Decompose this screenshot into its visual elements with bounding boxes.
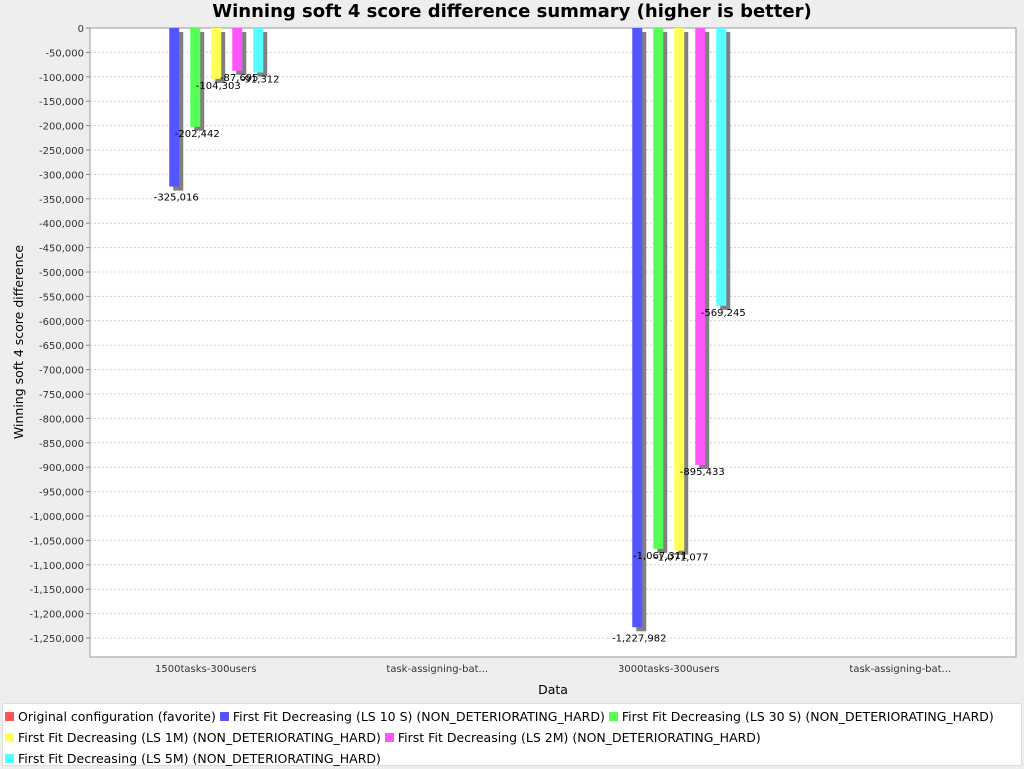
data-label: -1,227,982 bbox=[612, 633, 667, 644]
data-labels: -325,016 -202,442 -104,303-87,695-91,312 -1… bbox=[154, 73, 746, 644]
y-axis-ticks: 0 -50,000 -100,000 -150,000 -200,000 -250,000… bbox=[29, 24, 90, 645]
y-tick-label: -1,150,000 bbox=[29, 585, 84, 596]
legend-row: First Fit Decreasing (LS 5M) (NON_DETERI… bbox=[5, 748, 1019, 769]
y-tick-label: -250,000 bbox=[39, 146, 84, 157]
bar bbox=[169, 28, 180, 187]
legend-label: First Fit Decreasing (LS 2M) (NON_DETERI… bbox=[397, 730, 761, 745]
x-axis-ticks: 1500tasks-300users task-assigning-bat... 3… bbox=[155, 664, 951, 675]
legend-row: Original configuration (favorite) First F… bbox=[5, 706, 1019, 727]
legend-item: First Fit Decreasing (LS 5M) (NON_DETERI… bbox=[5, 748, 381, 769]
legend-swatch bbox=[608, 712, 618, 721]
x-tick-label: task-assigning-bat... bbox=[386, 664, 488, 675]
data-label: -104,303 bbox=[196, 81, 241, 92]
y-tick-label: -200,000 bbox=[39, 122, 84, 133]
legend-swatch bbox=[5, 712, 14, 721]
legend-item: First Fit Decreasing (LS 2M) (NON_DETERI… bbox=[384, 727, 761, 748]
legend-label: Original configuration (favorite) bbox=[18, 709, 216, 724]
legend-item: Original configuration (favorite) bbox=[5, 706, 216, 727]
y-tick-label: -800,000 bbox=[39, 414, 84, 425]
legend-swatch bbox=[5, 754, 14, 763]
bar bbox=[653, 28, 664, 549]
legend-item: First Fit Decreasing (LS 1M) (NON_DETERI… bbox=[5, 727, 381, 748]
data-label: -202,442 bbox=[175, 129, 220, 140]
y-tick-label: -950,000 bbox=[39, 488, 84, 499]
legend-swatch bbox=[219, 712, 229, 721]
legend-item: First Fit Decreasing (LS 30 S) (NON_DETE… bbox=[608, 706, 994, 727]
y-tick-label: -100,000 bbox=[39, 73, 84, 84]
y-tick-label: -650,000 bbox=[39, 341, 84, 352]
plot-area bbox=[89, 27, 1017, 658]
legend-swatch bbox=[5, 733, 14, 742]
data-label: -1,067,311 bbox=[633, 551, 688, 562]
y-tick-label: -700,000 bbox=[39, 366, 84, 377]
y-tick-label: -850,000 bbox=[39, 439, 84, 450]
y-tick-label: -150,000 bbox=[39, 97, 84, 108]
y-tick-label: -1,200,000 bbox=[29, 610, 84, 621]
legend-label: First Fit Decreasing (LS 10 S) (NON_DETE… bbox=[232, 709, 605, 724]
chart-title: Winning soft 4 score difference summary … bbox=[212, 1, 812, 22]
data-label: -895,433 bbox=[680, 467, 725, 478]
bar bbox=[716, 28, 727, 306]
legend-swatch bbox=[384, 733, 394, 742]
bar bbox=[632, 28, 643, 628]
y-tick-label: -50,000 bbox=[45, 48, 84, 59]
y-tick-label: -500,000 bbox=[39, 268, 84, 279]
bar-chart: 0 -50,000 -100,000 -150,000 -200,000 -250,000… bbox=[11, 24, 1017, 697]
legend: Original configuration (favorite) First F… bbox=[2, 703, 1022, 766]
data-label: -1,071,077 bbox=[654, 553, 709, 564]
y-tick-label: -350,000 bbox=[39, 195, 84, 206]
y-tick-label: -1,000,000 bbox=[29, 512, 84, 523]
legend-item: First Fit Decreasing (LS 10 S) (NON_DETE… bbox=[219, 706, 605, 727]
legend-label: First Fit Decreasing (LS 1M) (NON_DETERI… bbox=[18, 730, 381, 745]
legend-row: First Fit Decreasing (LS 1M) (NON_DETERI… bbox=[5, 727, 1019, 748]
bar bbox=[695, 28, 706, 465]
legend-label: First Fit Decreasing (LS 30 S) (NON_DETE… bbox=[621, 709, 994, 724]
y-tick-label: -1,050,000 bbox=[29, 536, 84, 547]
x-tick-label: task-assigning-bat... bbox=[849, 664, 951, 675]
y-tick-label: -1,250,000 bbox=[29, 634, 84, 645]
y-tick-label: -450,000 bbox=[39, 244, 84, 255]
bar bbox=[211, 28, 222, 79]
bars bbox=[169, 28, 731, 632]
y-tick-label: -550,000 bbox=[39, 292, 84, 303]
y-tick-label: -600,000 bbox=[39, 317, 84, 328]
y-axis-title: Winning soft 4 score difference bbox=[11, 245, 26, 439]
bar bbox=[190, 28, 201, 127]
y-tick-label: -300,000 bbox=[39, 170, 84, 181]
x-tick-label: 1500tasks-300users bbox=[155, 664, 256, 675]
y-tick-label: -1,100,000 bbox=[29, 561, 84, 572]
legend-label: First Fit Decreasing (LS 5M) (NON_DETERI… bbox=[18, 751, 381, 766]
x-tick-label: 3000tasks-300users bbox=[618, 664, 719, 675]
data-label: -325,016 bbox=[154, 193, 199, 204]
y-tick-label: -400,000 bbox=[39, 219, 84, 230]
bar bbox=[253, 28, 264, 73]
y-tick-label: 0 bbox=[78, 24, 84, 35]
y-tick-label: -750,000 bbox=[39, 390, 84, 401]
bar bbox=[674, 28, 685, 551]
data-label: -91,312 bbox=[241, 75, 280, 86]
data-label: -87,695 bbox=[220, 73, 259, 84]
bar bbox=[232, 28, 243, 71]
y-tick-label: -900,000 bbox=[39, 463, 84, 474]
data-label: -569,245 bbox=[701, 308, 746, 319]
x-axis-title: Data bbox=[538, 682, 568, 697]
